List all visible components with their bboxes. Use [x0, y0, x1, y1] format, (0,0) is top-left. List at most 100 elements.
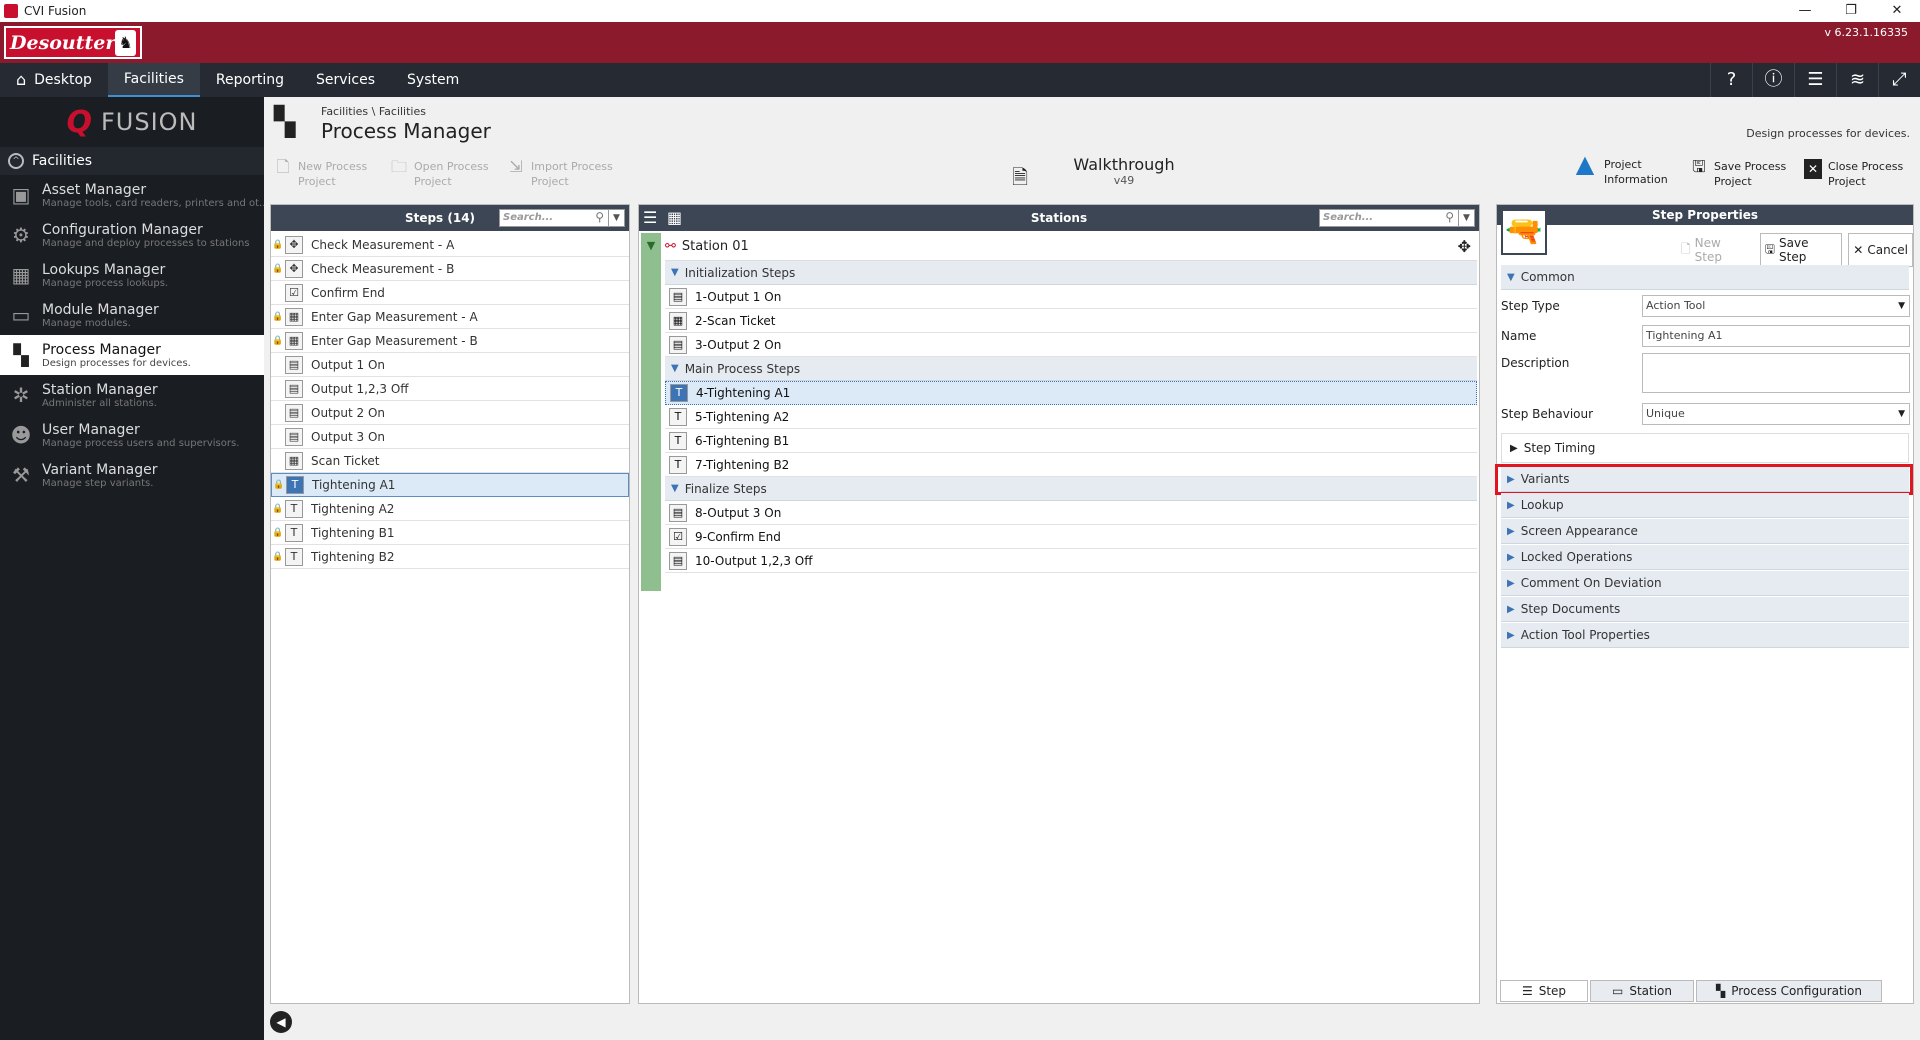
station-side-bar[interactable]: ▼ — [641, 233, 661, 591]
chevron-down-icon[interactable]: ▼ — [608, 210, 624, 226]
restore-button[interactable]: ❐ — [1845, 3, 1857, 18]
list-item[interactable]: 🔒 ✥ Check Measurement - B — [271, 257, 629, 281]
list-view-icon[interactable]: ☰ — [643, 208, 658, 227]
nav-services[interactable]: Services — [315, 72, 376, 88]
tab-step[interactable]: ☰ Step — [1500, 980, 1588, 1002]
new-process-button[interactable]: 🗋 New Process Project — [274, 159, 368, 189]
sidebar-item-asset-manager[interactable]: ▣ Asset Manager Manage tools, card readers… — [0, 175, 264, 215]
sidebar-item-station-manager[interactable]: ✲ Station Manager Administer all stations. — [0, 375, 264, 415]
list-item[interactable]: 🔒 ▦ Enter Gap Measurement - A — [271, 305, 629, 329]
sidebar-section-facilities[interactable]: ^ Facilities — [0, 147, 264, 175]
nav-reporting[interactable]: Reporting — [215, 72, 284, 88]
open-folder-icon: 🗀 — [390, 157, 407, 176]
section-comment-on-deviation[interactable]: ▶ Comment On Deviation — [1501, 571, 1909, 596]
sidebar-item-lookups-manager[interactable]: ▦ Lookups Manager Manage process lookups. — [0, 255, 264, 295]
section-locked-operations[interactable]: ▶ Locked Operations — [1501, 545, 1909, 570]
blocks-icon: ▚ — [1716, 984, 1726, 998]
nav-facilities[interactable]: Facilities — [107, 63, 200, 97]
section-action-tool-properties[interactable]: ▶ Action Tool Properties — [1501, 623, 1909, 648]
section-lookup[interactable]: ▶ Lookup — [1501, 493, 1909, 518]
expand-icon[interactable]: ⤢ — [1878, 63, 1920, 97]
section-screen-appearance[interactable]: ▶ Screen Appearance — [1501, 519, 1909, 544]
tightening-tool-icon: T — [669, 407, 687, 426]
group-finalize-steps[interactable]: ▼ Finalize Steps — [665, 477, 1477, 501]
list-item[interactable]: ▦ Scan Ticket — [271, 449, 629, 473]
list-item[interactable]: 🔒 T Tightening A2 — [271, 497, 629, 521]
station-step-row[interactable]: ☑ 9-Confirm End — [665, 525, 1477, 549]
steps-list: 🔒 ✥ Check Measurement - A 🔒 ✥ Check Measurem… — [271, 231, 629, 569]
database-icon[interactable]: ≋ — [1836, 63, 1878, 97]
search-icon[interactable]: ⚲ — [1445, 210, 1454, 224]
save-step-button[interactable]: 🖫 Save Step — [1759, 233, 1843, 267]
station-step-row[interactable]: ▦ 2-Scan Ticket — [665, 309, 1477, 333]
description-field[interactable] — [1642, 353, 1910, 393]
minimize-button[interactable]: — — [1798, 3, 1812, 18]
steps-panel: Steps (14) Search... ⚲ ▼ 🔒 ✥ Check Measureme… — [270, 204, 630, 1004]
import-process-button[interactable]: ⇲ Import Process Project — [507, 159, 612, 189]
project-information-button[interactable]: ▲ Project Information — [1572, 152, 1668, 187]
nav-system[interactable]: System — [407, 72, 460, 88]
group-initialization-steps[interactable]: ▼ Initialization Steps — [665, 261, 1477, 285]
list-item[interactable]: ☑ Confirm End — [271, 281, 629, 305]
section-step-timing[interactable]: ▶ Step Timing — [1501, 433, 1909, 463]
list-item[interactable]: 🔒 T Tightening B2 — [271, 545, 629, 569]
open-process-button[interactable]: 🗀 Open Process Project — [390, 157, 489, 189]
list-item[interactable]: ▤ Output 2 On — [271, 401, 629, 425]
grid-view-icon[interactable]: ▦ — [667, 208, 683, 227]
back-button[interactable]: ◀ — [270, 1011, 292, 1033]
station-header[interactable]: ⚯ Station 01 ✥ — [665, 233, 1477, 261]
station-step-row[interactable]: ▤ 3-Output 2 On — [665, 333, 1477, 357]
sidebar-item-module-manager[interactable]: ▭ Module Manager Manage modules. — [0, 295, 264, 335]
section-step-documents[interactable]: ▶ Step Documents — [1501, 597, 1909, 622]
network-icon: ✲ — [12, 383, 30, 407]
station-step-row[interactable]: T 7-Tightening B2 — [665, 453, 1477, 477]
new-step-button[interactable]: 🗋 New Step — [1681, 236, 1722, 264]
save-process-button[interactable]: 🖫 Save Process Project — [1690, 159, 1786, 189]
list-item-selected[interactable]: 🔒 T Tightening A1 — [271, 473, 629, 497]
stations-search-input[interactable]: Search... ⚲ ▼ — [1319, 209, 1475, 227]
list-item[interactable]: 🔒 ▦ Enter Gap Measurement - B — [271, 329, 629, 353]
step-type-icon: ▤ — [285, 403, 303, 422]
help-icon[interactable]: ? — [1710, 63, 1752, 97]
station-step-row[interactable]: T 5-Tightening A2 — [665, 405, 1477, 429]
move-icon[interactable]: ✥ — [1457, 237, 1471, 256]
tightening-tool-icon: T — [285, 547, 303, 566]
expand-triangle-icon: ▶ — [1507, 499, 1515, 511]
name-field[interactable]: Tightening A1 — [1642, 325, 1910, 347]
sidebar-item-user-manager[interactable]: ☻ User Manager Manage process users and su… — [0, 415, 264, 455]
info-icon[interactable]: ⓘ — [1752, 63, 1794, 97]
tab-station[interactable]: ▭ Station — [1590, 980, 1694, 1002]
chevron-down-icon[interactable]: ▼ — [1458, 210, 1474, 226]
steps-search-input[interactable]: Search... ⚲ ▼ — [499, 209, 625, 227]
nav-desktop[interactable]: ⌂ Desktop — [0, 63, 108, 97]
station-step-row[interactable]: ▤ 8-Output 3 On — [665, 501, 1477, 525]
search-icon[interactable]: ⚲ — [595, 210, 604, 224]
station-step-row-selected[interactable]: T 4-Tightening A1 — [665, 381, 1477, 405]
sidebar-item-configuration-manager[interactable]: ⚙ Configuration Manager Manage and deploy … — [0, 215, 264, 255]
sidebar-item-process-manager[interactable]: ▚ Process Manager Design processes for dev… — [0, 335, 264, 375]
station-step-row[interactable]: ▤ 10-Output 1,2,3 Off — [665, 549, 1477, 573]
version-label: v 6.23.1.16335 — [1824, 26, 1908, 39]
close-process-button[interactable]: ✕ Close Process Project — [1804, 159, 1903, 189]
section-variants[interactable]: ▶ Variants — [1501, 467, 1909, 492]
group-main-process-steps[interactable]: ▼ Main Process Steps — [665, 357, 1477, 381]
scan-icon: ▦ — [669, 311, 687, 330]
list-item[interactable]: 🔒 T Tightening B1 — [271, 521, 629, 545]
step-type-select[interactable]: Action Tool ▼ — [1642, 295, 1910, 317]
list-item[interactable]: ▤ Output 1 On — [271, 353, 629, 377]
cancel-button[interactable]: ✕ Cancel — [1848, 233, 1913, 267]
sidebar-item-variant-manager[interactable]: ⚒ Variant Manager Manage step variants. — [0, 455, 264, 495]
list-item[interactable]: ▤ Output 3 On — [271, 425, 629, 449]
menu-icon[interactable]: ☰ — [1794, 63, 1836, 97]
list-item[interactable]: ▤ Output 1,2,3 Off — [271, 377, 629, 401]
station-step-row[interactable]: ▤ 1-Output 1 On — [665, 285, 1477, 309]
desoutter-logo: Desoutter ♞ — [4, 26, 142, 59]
blocks-icon: ▚ — [13, 343, 29, 367]
step-behaviour-select[interactable]: Unique ▼ — [1642, 403, 1910, 425]
list-item[interactable]: 🔒 ✥ Check Measurement - A — [271, 233, 629, 257]
tab-process-configuration[interactable]: ▚ Process Configuration — [1696, 980, 1882, 1002]
collapse-triangle-icon: ▼ — [671, 267, 679, 278]
section-common[interactable]: ▼ Common — [1501, 265, 1909, 290]
close-window-button[interactable]: ✕ — [1891, 3, 1903, 18]
station-step-row[interactable]: T 6-Tightening B1 — [665, 429, 1477, 453]
